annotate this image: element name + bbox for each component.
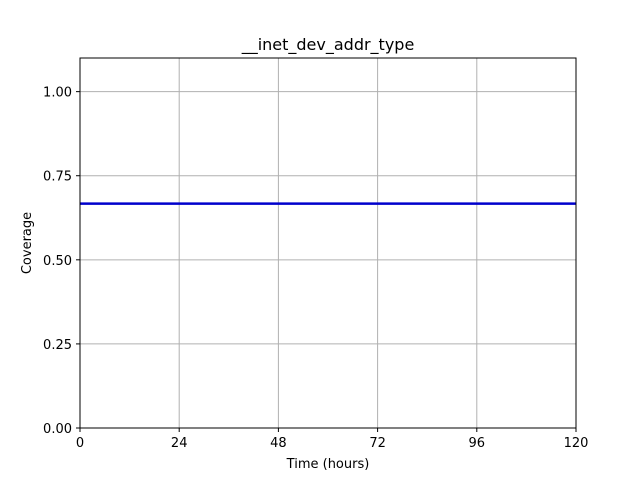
y-axis-label: Coverage xyxy=(20,212,35,274)
chart-title: __inet_dev_addr_type xyxy=(241,35,415,55)
y-tick-label: 0.75 xyxy=(43,170,72,185)
x-tick-label: 72 xyxy=(369,436,386,451)
x-tick-label: 24 xyxy=(171,436,188,451)
y-tick-label: 0.00 xyxy=(43,422,72,437)
x-tick-label: 96 xyxy=(469,436,486,451)
x-tick-label: 120 xyxy=(564,436,589,451)
x-tick-label: 48 xyxy=(270,436,287,451)
y-tick-label: 0.25 xyxy=(43,338,72,353)
plot-area-frame xyxy=(79,57,577,429)
y-tick-label: 1.00 xyxy=(43,86,72,101)
x-axis-label: Time (hours) xyxy=(286,457,370,472)
y-tick-label: 0.50 xyxy=(43,254,72,269)
axis-ticks: 0 24 48 72 96 120 0.00 0.25 0.50 0.75 1.00 xyxy=(43,86,588,451)
x-tick-label: 0 xyxy=(76,436,84,451)
grid-lines xyxy=(79,58,577,429)
